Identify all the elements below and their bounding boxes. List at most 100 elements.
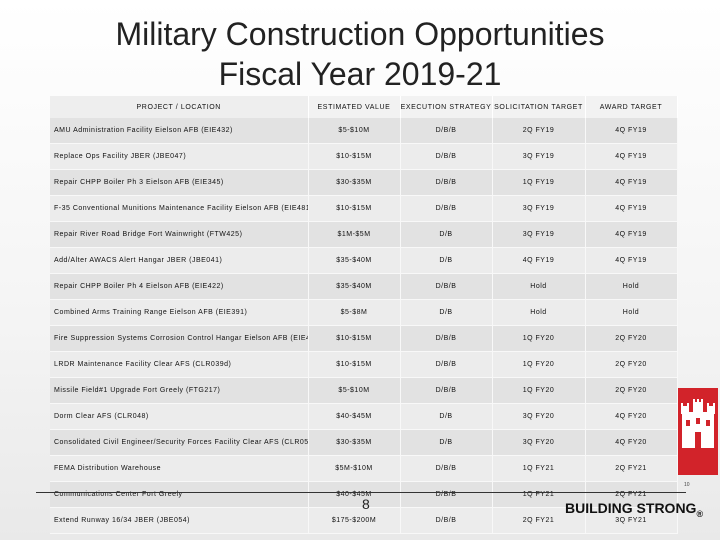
table-row: LRDR Maintenance Facility Clear AFS (CLR…: [50, 351, 678, 378]
cell-value: $10-$15M: [308, 325, 401, 352]
table-row: F-35 Conventional Munitions Maintenance …: [50, 195, 678, 222]
cell-strategy: D/B/B: [400, 481, 493, 508]
table-row: Extend Runway 16/34 JBER (JBE054) $175-$…: [50, 507, 678, 534]
slide-title: Military Construction Opportunities Fisc…: [0, 14, 720, 94]
cell-value: $5-$8M: [308, 299, 401, 326]
cell-project: Consolidated Civil Engineer/Security For…: [50, 429, 309, 456]
cell-project: Replace Ops Facility JBER (JBE047): [50, 143, 309, 170]
cell-strategy: D/B: [400, 221, 493, 248]
cell-value: $35-$40M: [308, 273, 401, 300]
table-row: FEMA Distribution Warehouse $5M-$10M D/B…: [50, 455, 678, 482]
page-number: 8: [362, 496, 370, 512]
header-project-location: PROJECT / LOCATION: [50, 96, 309, 118]
cell-value: $10-$15M: [308, 195, 401, 222]
cell-award: 3Q FY21: [585, 507, 678, 534]
cell-strategy: D/B: [400, 299, 493, 326]
header-estimated-value: ESTIMATED VALUE: [308, 96, 401, 118]
cell-strategy: D/B/B: [400, 169, 493, 196]
cell-project: Repair CHPP Boiler Ph 3 Eielson AFB (EIE…: [50, 169, 309, 196]
cell-value: $175-$200M: [308, 507, 401, 534]
cell-award: 2Q FY21: [585, 455, 678, 482]
footer-divider: [36, 492, 686, 493]
cell-strategy: D/B/B: [400, 377, 493, 404]
cell-strategy: D/B/B: [400, 507, 493, 534]
cell-value: $40-$45M: [308, 403, 401, 430]
cell-project: Repair River Road Bridge Fort Wainwright…: [50, 221, 309, 248]
header-solicitation-target: SOLICITATION TARGET: [492, 96, 586, 118]
cell-award: 4Q FY20: [585, 403, 678, 430]
cell-project: FEMA Distribution Warehouse: [50, 455, 309, 482]
cell-solicitation: 1Q FY20: [492, 325, 586, 352]
cell-value: $5-$10M: [308, 118, 401, 144]
cell-project: Fire Suppression Systems Corrosion Contr…: [50, 325, 309, 352]
cell-award: Hold: [585, 299, 678, 326]
cell-solicitation: 1Q FY21: [492, 455, 586, 482]
cell-award: 4Q FY19: [585, 247, 678, 274]
cell-project: F-35 Conventional Munitions Maintenance …: [50, 195, 309, 222]
footer-brand: BUILDING STRONG®: [565, 500, 703, 519]
cell-solicitation: Hold: [492, 299, 586, 326]
cell-strategy: D/B: [400, 403, 493, 430]
cell-award: 4Q FY20: [585, 429, 678, 456]
cell-strategy: D/B/B: [400, 143, 493, 170]
cell-strategy: D/B/B: [400, 273, 493, 300]
table-row: Combined Arms Training Range Eielson AFB…: [50, 299, 678, 326]
footer-brand-text: BUILDING STRONG: [565, 500, 697, 516]
slide-corner-number: 10: [684, 482, 690, 488]
cell-award: Hold: [585, 273, 678, 300]
cell-solicitation: 1Q FY19: [492, 169, 586, 196]
table-row: Fire Suppression Systems Corrosion Contr…: [50, 325, 678, 352]
cell-solicitation: 3Q FY20: [492, 403, 586, 430]
cell-strategy: D/B/B: [400, 455, 493, 482]
cell-value: $40-$45M: [308, 481, 401, 508]
table-row: Repair CHPP Boiler Ph 3 Eielson AFB (EIE…: [50, 169, 678, 196]
cell-strategy: D/B/B: [400, 325, 493, 352]
cell-strategy: D/B: [400, 429, 493, 456]
cell-solicitation: 3Q FY19: [492, 221, 586, 248]
opportunities-table: PROJECT / LOCATION ESTIMATED VALUE EXECU…: [50, 96, 678, 534]
cell-award: 2Q FY20: [585, 325, 678, 352]
title-line-2: Fiscal Year 2019-21: [218, 56, 502, 92]
cell-award: 4Q FY19: [585, 221, 678, 248]
cell-strategy: D/B/B: [400, 118, 493, 144]
cell-project: Missile Field#1 Upgrade Fort Greely (FTG…: [50, 377, 309, 404]
cell-award: 2Q FY20: [585, 377, 678, 404]
cell-project: Add/Alter AWACS Alert Hangar JBER (JBE04…: [50, 247, 309, 274]
cell-solicitation: Hold: [492, 273, 586, 300]
table-row: Dorm Clear AFS (CLR048) $40-$45M D/B 3Q …: [50, 403, 678, 430]
table-row: Repair River Road Bridge Fort Wainwright…: [50, 221, 678, 248]
opportunities-table-container: PROJECT / LOCATION ESTIMATED VALUE EXECU…: [50, 96, 678, 534]
cell-solicitation: 4Q FY19: [492, 247, 586, 274]
cell-strategy: D/B: [400, 247, 493, 274]
cell-strategy: D/B/B: [400, 351, 493, 378]
header-execution-strategy: EXECUTION STRATEGY: [400, 96, 493, 118]
cell-solicitation: 2Q FY21: [492, 507, 586, 534]
cell-solicitation: 3Q FY19: [492, 143, 586, 170]
cell-project: Dorm Clear AFS (CLR048): [50, 403, 309, 430]
cell-strategy: D/B/B: [400, 195, 493, 222]
cell-project: Combined Arms Training Range Eielson AFB…: [50, 299, 309, 326]
cell-project: Extend Runway 16/34 JBER (JBE054): [50, 507, 309, 534]
table-row: AMU Administration Facility Eielson AFB …: [50, 118, 678, 144]
title-line-1: Military Construction Opportunities: [115, 16, 605, 52]
table-row: Replace Ops Facility JBER (JBE047) $10-$…: [50, 143, 678, 170]
cell-award: 4Q FY19: [585, 169, 678, 196]
cell-solicitation: 3Q FY20: [492, 429, 586, 456]
cell-value: $10-$15M: [308, 351, 401, 378]
cell-solicitation: 3Q FY19: [492, 195, 586, 222]
cell-project: Repair CHPP Boiler Ph 4 Eielson AFB (EIE…: [50, 273, 309, 300]
header-award-target: AWARD TARGET: [585, 96, 678, 118]
cell-award: 2Q FY20: [585, 351, 678, 378]
cell-value: $10-$15M: [308, 143, 401, 170]
cell-solicitation: 1Q FY21: [492, 481, 586, 508]
cell-award: 2Q FY21: [585, 481, 678, 508]
table-row: Communications Center Fort Greely $40-$4…: [50, 481, 678, 508]
table-header-row: PROJECT / LOCATION ESTIMATED VALUE EXECU…: [50, 96, 678, 118]
castle-logo-svg: [678, 388, 718, 475]
cell-value: $30-$35M: [308, 429, 401, 456]
table-row: Repair CHPP Boiler Ph 4 Eielson AFB (EIE…: [50, 273, 678, 300]
cell-value: $5-$10M: [308, 377, 401, 404]
cell-project: AMU Administration Facility Eielson AFB …: [50, 118, 309, 144]
cell-award: 4Q FY19: [585, 195, 678, 222]
cell-solicitation: 1Q FY20: [492, 377, 586, 404]
